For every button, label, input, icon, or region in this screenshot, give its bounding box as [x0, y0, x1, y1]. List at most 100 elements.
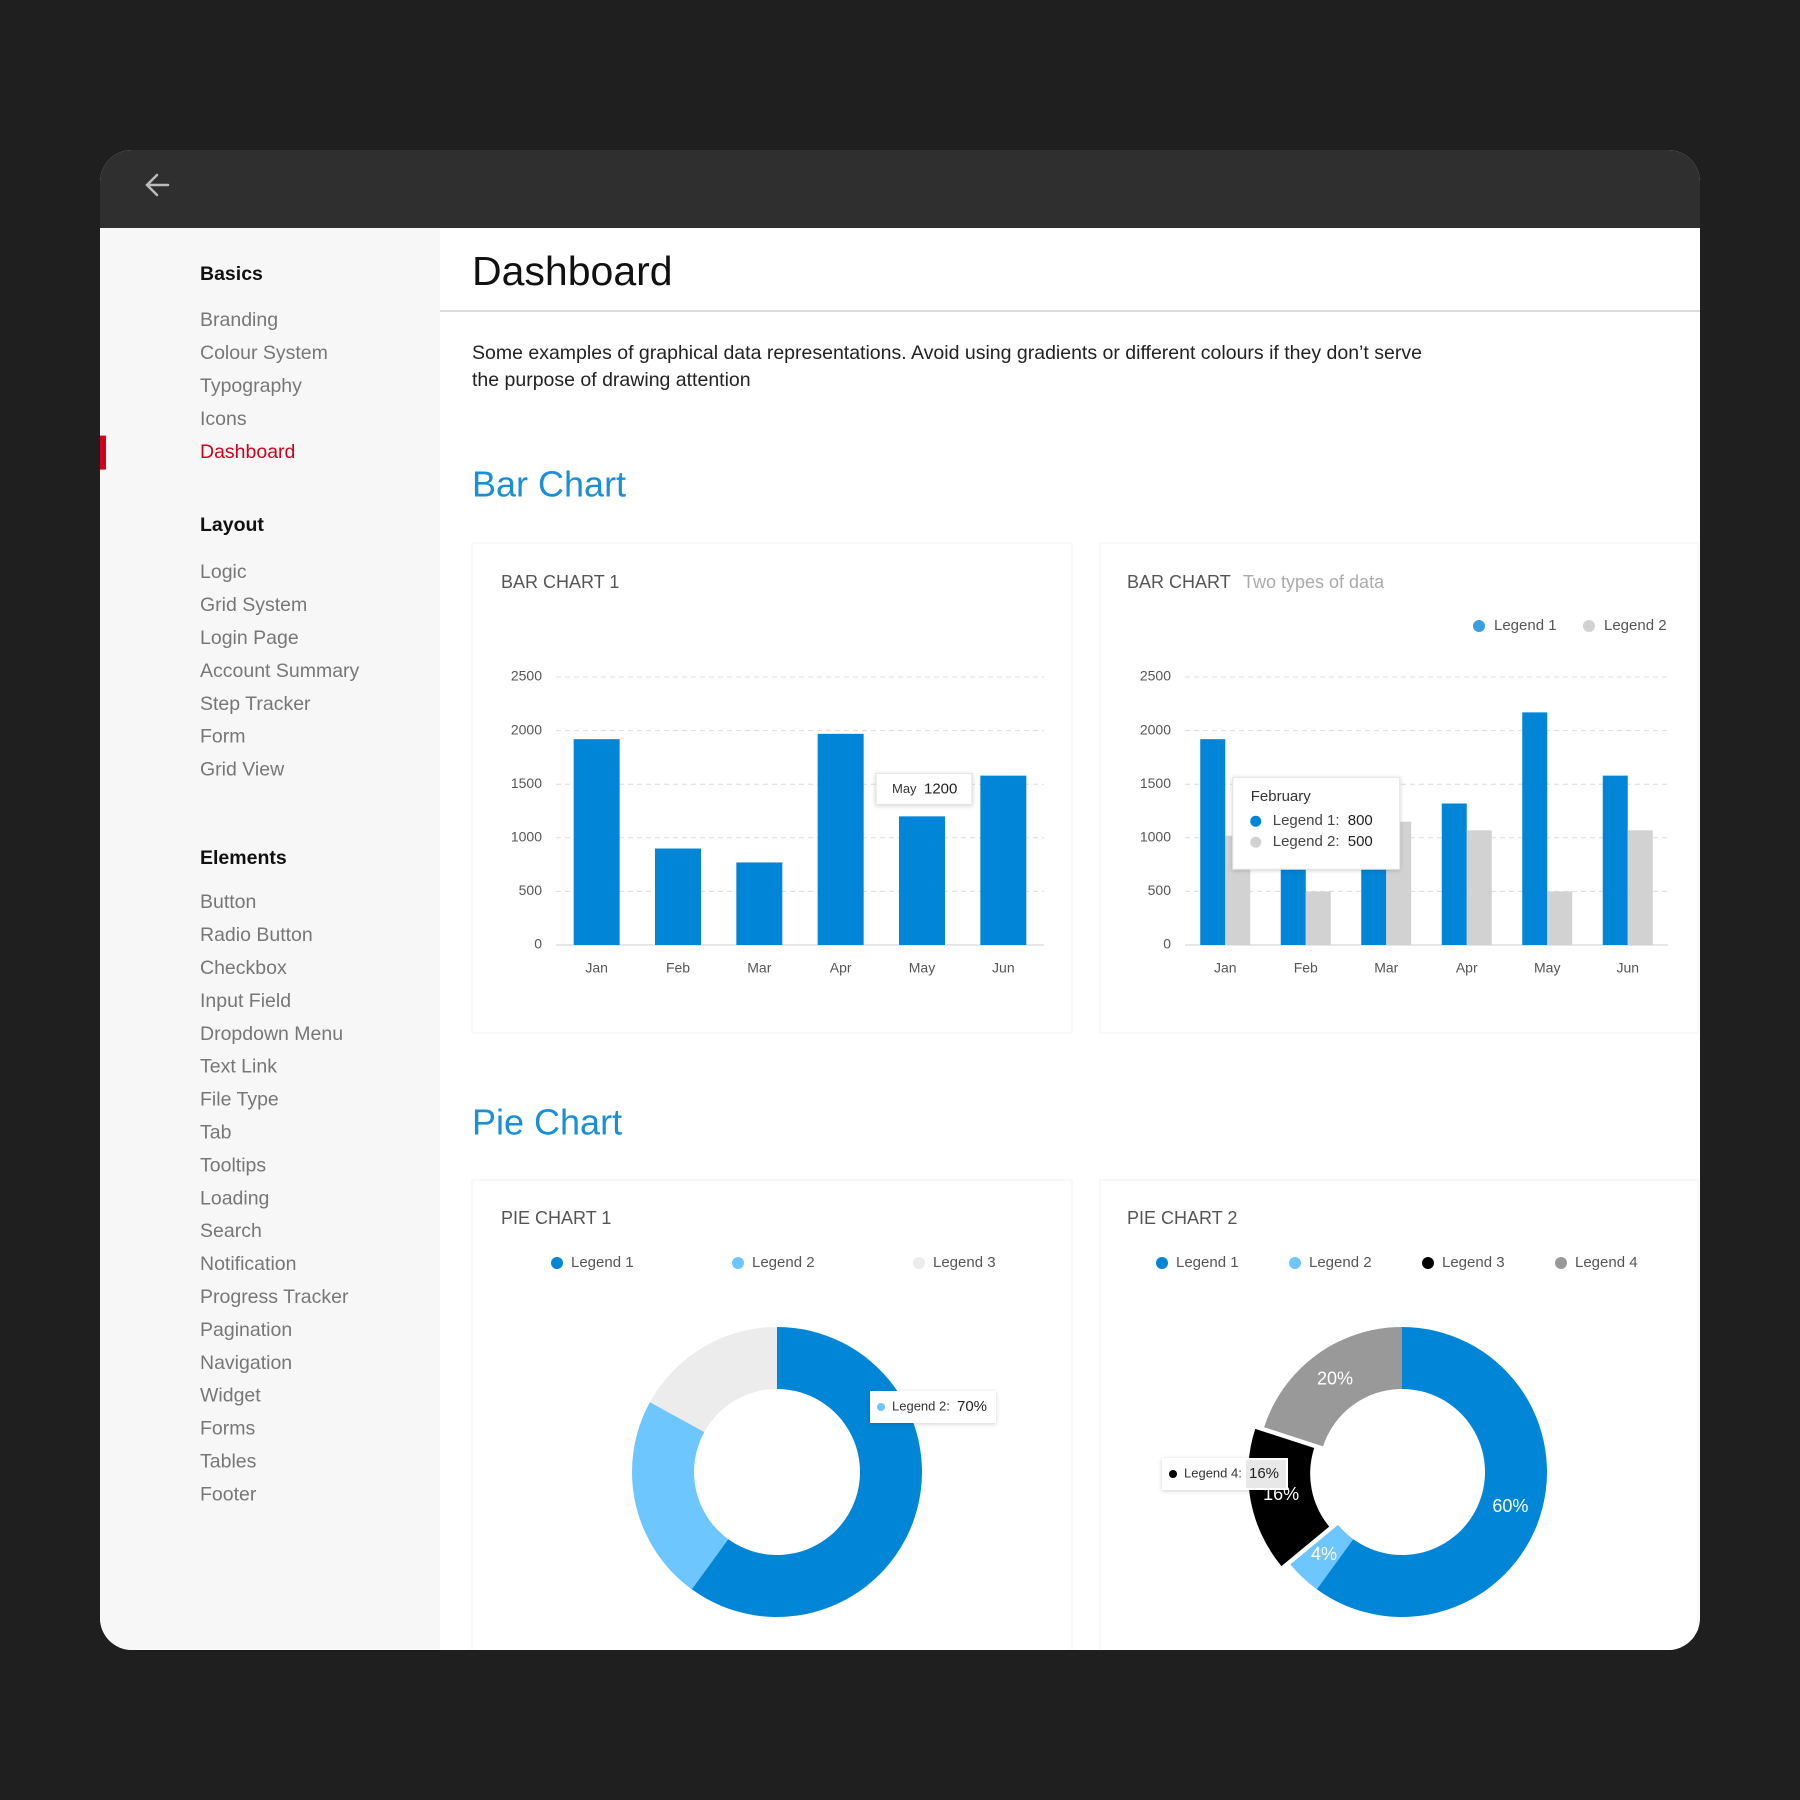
nav-item[interactable]: Progress Tracker [200, 1286, 349, 1308]
sidebar [100, 228, 440, 1650]
top-bar [100, 150, 1700, 228]
nav-item[interactable]: Icons [200, 408, 247, 430]
nav-item[interactable]: Grid View [200, 759, 285, 781]
x-tick-label: Jan [1214, 960, 1237, 976]
window: Basics Branding Colour System Typography Ico… [100, 150, 1700, 1650]
legend-marker [1583, 620, 1595, 632]
nav-item[interactable]: Footer [200, 1483, 257, 1505]
x-tick-label: May [909, 960, 935, 976]
section-title: Pie Chart [472, 1102, 622, 1143]
bar [1200, 739, 1226, 945]
bar [817, 733, 864, 945]
y-tick-label: 1000 [1140, 829, 1171, 845]
nav-item[interactable]: Login Page [200, 627, 299, 649]
legend-label: Legend 1 [1176, 1254, 1239, 1271]
nav-group-title: Elements [200, 847, 287, 869]
tooltip-value: 500 [1348, 833, 1373, 850]
nav-item[interactable]: Widget [200, 1385, 261, 1407]
legend-label: Legend 2 [1604, 617, 1667, 634]
nav-item[interactable]: Navigation [200, 1352, 292, 1374]
nav-item[interactable]: Colour System [200, 342, 328, 364]
nav-item[interactable]: Account Summary [200, 660, 360, 682]
legend-label: Legend 3 [1442, 1254, 1505, 1271]
x-tick-label: Jun [1616, 960, 1639, 976]
slice-label: 20% [1317, 1369, 1353, 1389]
nav-item[interactable]: File Type [200, 1089, 279, 1111]
nav-item[interactable]: Checkbox [200, 957, 287, 979]
legend-marker [551, 1257, 563, 1269]
tooltip-label: Legend 4: [1184, 1465, 1242, 1480]
legend-marker [732, 1257, 744, 1269]
x-tick-label: Jan [585, 960, 608, 976]
legend-marker [1289, 1257, 1301, 1269]
bar [736, 862, 783, 945]
legend-label: Legend 2 [1309, 1254, 1372, 1271]
tooltip-value: 70% [957, 1398, 987, 1415]
legend-marker [1555, 1257, 1567, 1269]
nav-item[interactable]: Tab [200, 1121, 232, 1143]
legend-label: Legend 4 [1575, 1254, 1638, 1271]
x-tick-label: Mar [1374, 960, 1398, 976]
nav-group-title: Layout [200, 514, 264, 536]
nav-item[interactable]: Pagination [200, 1319, 292, 1341]
bar [980, 775, 1027, 945]
nav-item[interactable]: Text Link [200, 1056, 277, 1078]
nav-item[interactable]: Tooltips [200, 1154, 266, 1176]
y-tick-label: 1000 [511, 829, 542, 845]
bar [1602, 775, 1628, 945]
slice [649, 1327, 777, 1433]
nav-item[interactable]: Button [200, 891, 256, 913]
legend-label: Legend 3 [933, 1254, 996, 1271]
tooltip-value-bg [1246, 1460, 1286, 1488]
x-tick-label: Feb [1294, 960, 1318, 976]
slice-label: 4% [1311, 1544, 1337, 1564]
x-tick-label: Feb [666, 960, 690, 976]
tooltip-label: Legend 1: [1273, 812, 1340, 829]
nav-item[interactable]: Tables [200, 1450, 257, 1472]
tooltip [1232, 776, 1401, 870]
legend-label: Legend 1 [571, 1254, 634, 1271]
chart-title: PIE CHART 2 [1127, 1208, 1237, 1228]
legend-marker [1156, 1257, 1168, 1269]
nav-item[interactable]: Input Field [200, 990, 291, 1012]
nav-item[interactable]: Notification [200, 1253, 296, 1275]
legend-marker [1422, 1257, 1434, 1269]
nav-item[interactable]: Grid System [200, 594, 307, 616]
x-tick-label: May [1534, 960, 1560, 976]
legend-marker [1473, 620, 1485, 632]
slice [1316, 1327, 1547, 1618]
y-tick-label: 0 [1163, 936, 1171, 952]
nav-item[interactable]: Forms [200, 1418, 255, 1440]
back-button[interactable] [145, 173, 170, 197]
bar [1627, 830, 1653, 945]
legend-label: Legend 1 [1494, 617, 1557, 634]
bar [655, 848, 701, 945]
nav-item[interactable]: Typography [200, 375, 302, 397]
page-title: Dashboard [472, 248, 673, 294]
y-tick-label: 1500 [511, 775, 542, 791]
bar [573, 739, 620, 945]
nav-item[interactable]: Branding [200, 309, 278, 331]
nav-item[interactable]: Logic [200, 561, 247, 583]
nav-item[interactable]: Dropdown Menu [200, 1023, 343, 1045]
slice [632, 1402, 729, 1590]
legend-label: Legend 2 [752, 1254, 815, 1271]
bar [899, 816, 945, 945]
nav-item[interactable]: Step Tracker [200, 693, 311, 715]
nav-item[interactable]: Radio Button [200, 924, 313, 946]
slice-label: 60% [1492, 1496, 1528, 1516]
nav-item[interactable]: Search [200, 1220, 262, 1242]
tooltip-marker [877, 1403, 885, 1411]
bar [1522, 712, 1548, 945]
tooltip-value: 800 [1348, 812, 1373, 829]
x-tick-label: Apr [1456, 960, 1478, 976]
nav-item[interactable]: Form [200, 726, 246, 748]
content: Basics Branding Colour System Typography Ico… [100, 263, 1699, 1650]
nav-item[interactable]: Dashboard [200, 441, 295, 463]
slice [1290, 1524, 1354, 1590]
bar [1305, 891, 1331, 945]
nav-item[interactable]: Loading [200, 1187, 269, 1209]
chart-title: BAR CHART [1127, 572, 1231, 592]
y-tick-label: 500 [519, 882, 543, 898]
